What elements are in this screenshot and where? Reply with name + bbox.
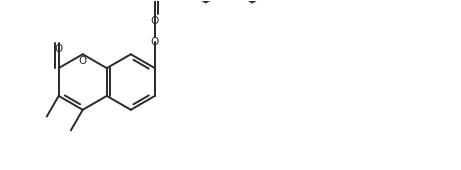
Text: O: O (54, 44, 63, 54)
Text: O: O (151, 37, 159, 47)
Text: O: O (151, 16, 159, 26)
Text: O: O (78, 56, 87, 66)
